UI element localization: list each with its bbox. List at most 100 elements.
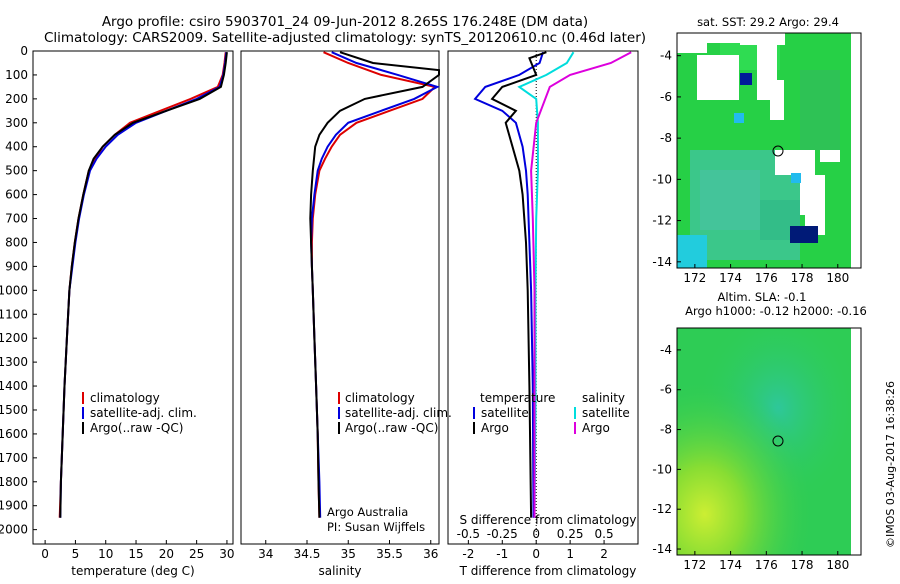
legend-t-argo-label: Argo bbox=[481, 421, 509, 435]
map-y-tick-label: -8 bbox=[660, 131, 672, 145]
x-tick-label: 1 bbox=[566, 547, 574, 561]
land-patch bbox=[707, 33, 757, 43]
sla-warm-region bbox=[677, 328, 861, 555]
x-tick-label: 20 bbox=[159, 547, 174, 561]
s-tick-label: -0.5 bbox=[457, 527, 480, 541]
difference-t-xlabel: T difference from climatology bbox=[459, 564, 637, 578]
map-y-tick-label: -14 bbox=[652, 542, 672, 556]
map-x-tick-label: 174 bbox=[719, 558, 742, 572]
temperature-xlabel: temperature (deg C) bbox=[71, 564, 194, 578]
legend-climatology-label: climatology bbox=[90, 391, 160, 405]
salinity-xlabel: salinity bbox=[318, 564, 361, 578]
temperature-legend: climatology satellite-adj. clim. Argo(..… bbox=[82, 391, 197, 435]
y-tick-label: 600 bbox=[5, 188, 28, 202]
sst-map: sat. SST: 29.2 Argo: 29.4 bbox=[652, 15, 862, 285]
sst-patch bbox=[800, 70, 840, 150]
annotation-institution: Argo Australia bbox=[327, 505, 408, 519]
temperature-panel: 0 5 10 15 20 25 30 0 100 200 300 400 500 600 700 800 90… bbox=[0, 44, 235, 578]
argo-position-marker bbox=[772, 435, 784, 447]
map-y-tick-label: -6 bbox=[660, 90, 672, 104]
sst-hot-spot bbox=[740, 73, 752, 85]
imos-timestamp: ©IMOS 03-Aug-2017 16:38:26 bbox=[884, 381, 897, 548]
sst-spot bbox=[791, 173, 801, 183]
y-tick-label: 1500 bbox=[0, 403, 28, 417]
y-tick-label: 700 bbox=[5, 212, 28, 226]
legend-temperature-heading: temperature bbox=[480, 391, 555, 405]
y-tick-label: 1200 bbox=[0, 331, 28, 345]
series-climatology-line bbox=[310, 51, 437, 518]
sla-frame bbox=[676, 327, 862, 556]
series-t-argo-line bbox=[490, 51, 547, 518]
sst-cold-spot bbox=[790, 226, 818, 243]
argo-position-marker bbox=[772, 145, 784, 157]
y-tick-label: 1300 bbox=[0, 355, 28, 369]
legend-s-argo-label: Argo bbox=[582, 421, 610, 435]
x-tick-label: 25 bbox=[189, 547, 204, 561]
map-x-tick-label: 176 bbox=[755, 558, 778, 572]
sst-map-land-mask bbox=[677, 33, 861, 268]
land-patch bbox=[775, 150, 815, 175]
map-y-tick-label: -4 bbox=[660, 49, 672, 63]
map-x-tick-label: 176 bbox=[755, 271, 778, 285]
map-x-tick-label: 178 bbox=[791, 271, 814, 285]
land-patch bbox=[770, 80, 784, 120]
land-patch bbox=[740, 33, 785, 45]
legend-satellite-label: satellite-adj. clim. bbox=[345, 406, 452, 420]
sst-patch bbox=[677, 235, 707, 268]
sst-spot bbox=[734, 113, 744, 123]
map-x-tick-label: 178 bbox=[791, 558, 814, 572]
difference-plot-frame bbox=[447, 50, 639, 545]
map-x-tick-label: 180 bbox=[826, 271, 849, 285]
sla-map-title1: Altim. SLA: -0.1 bbox=[718, 290, 807, 304]
map-x-tick-label: 172 bbox=[683, 558, 706, 572]
s-tick-label: 0.25 bbox=[557, 527, 584, 541]
sla-land-mask bbox=[851, 328, 861, 555]
sst-patch bbox=[700, 170, 760, 230]
difference-s-xlabel: S difference from climatology bbox=[460, 513, 637, 527]
y-tick-label: 1700 bbox=[0, 451, 28, 465]
y-tick-label: 1800 bbox=[0, 475, 28, 489]
sla-map: Altim. SLA: -0.1 Argo h1000: -0.12 h2000… bbox=[652, 290, 866, 572]
map-y-tick-label: -10 bbox=[652, 172, 672, 186]
y-tick-label: 2000 bbox=[0, 523, 28, 537]
difference-panel: -2 -1 0 1 2 -0.5 -0.25 0 0.25 0.5 S difference f… bbox=[447, 50, 639, 578]
map-y-tick-label: -10 bbox=[652, 462, 672, 476]
land-patch bbox=[677, 33, 707, 53]
annotation-pi: PI: Susan Wijffels bbox=[327, 520, 425, 534]
map-y-tick-label: -12 bbox=[652, 502, 672, 516]
y-tick-label: 1600 bbox=[0, 427, 28, 441]
y-tick-label: 1100 bbox=[0, 307, 28, 321]
salinity-legend: climatology satellite-adj. clim. Argo(..… bbox=[338, 391, 452, 435]
x-tick-label: 35 bbox=[341, 547, 356, 561]
map-x-tick-label: 172 bbox=[683, 271, 706, 285]
s-tick-label: 0.5 bbox=[595, 527, 614, 541]
series-t-satellite-line bbox=[473, 51, 544, 518]
y-tick-label: 300 bbox=[5, 116, 28, 130]
y-tick-label: 900 bbox=[5, 259, 28, 273]
x-tick-label: 35.5 bbox=[376, 547, 403, 561]
x-tick-label: 10 bbox=[98, 547, 113, 561]
s-tick-label: 0 bbox=[532, 527, 540, 541]
title-line2: Climatology: CARS2009. Satellite-adjuste… bbox=[44, 30, 646, 46]
x-tick-label: 30 bbox=[219, 547, 234, 561]
map-y-tick-label: -4 bbox=[660, 343, 672, 357]
y-tick-label: 1400 bbox=[0, 379, 28, 393]
salinity-panel: 34 34.5 35 35.5 36 salinity climatology sate… bbox=[240, 50, 452, 578]
map-x-tick-label: 174 bbox=[719, 271, 742, 285]
x-tick-label: -1 bbox=[496, 547, 508, 561]
legend-climatology-label: climatology bbox=[345, 391, 415, 405]
y-tick-label: 1900 bbox=[0, 499, 28, 513]
salinity-plot-frame bbox=[240, 50, 440, 545]
x-tick-label: 15 bbox=[128, 547, 143, 561]
map-y-tick-label: -12 bbox=[652, 214, 672, 228]
x-tick-label: 0 bbox=[532, 547, 540, 561]
y-tick-label: 100 bbox=[5, 68, 28, 82]
legend-t-satellite-label: satellite bbox=[481, 406, 529, 420]
y-tick-label: 200 bbox=[5, 92, 28, 106]
sst-map-title: sat. SST: 29.2 Argo: 29.4 bbox=[697, 15, 839, 29]
x-tick-label: 34.5 bbox=[294, 547, 321, 561]
x-tick-label: -2 bbox=[462, 547, 474, 561]
land-patch bbox=[800, 175, 825, 215]
legend-s-satellite-label: satellite bbox=[582, 406, 630, 420]
